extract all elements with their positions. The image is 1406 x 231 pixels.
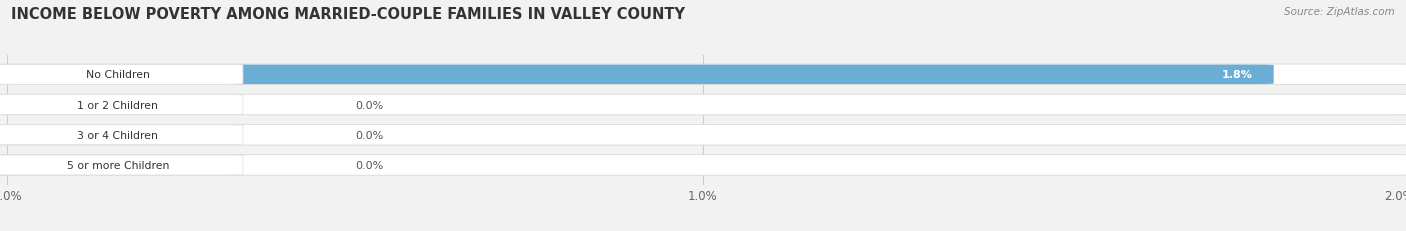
FancyBboxPatch shape (0, 65, 243, 85)
Text: No Children: No Children (86, 70, 149, 80)
FancyBboxPatch shape (0, 155, 1406, 176)
Text: 1.8%: 1.8% (1222, 70, 1253, 80)
FancyBboxPatch shape (0, 95, 1406, 115)
FancyBboxPatch shape (0, 125, 243, 145)
Text: 0.0%: 0.0% (356, 100, 384, 110)
FancyBboxPatch shape (0, 125, 1406, 145)
FancyBboxPatch shape (3, 96, 142, 115)
FancyBboxPatch shape (3, 126, 142, 145)
Text: Source: ZipAtlas.com: Source: ZipAtlas.com (1284, 7, 1395, 17)
FancyBboxPatch shape (0, 65, 1406, 85)
Text: 0.0%: 0.0% (356, 130, 384, 140)
Text: 1 or 2 Children: 1 or 2 Children (77, 100, 157, 110)
FancyBboxPatch shape (0, 95, 243, 115)
FancyBboxPatch shape (0, 65, 1274, 85)
Text: 0.0%: 0.0% (356, 160, 384, 170)
Text: 5 or more Children: 5 or more Children (66, 160, 169, 170)
Text: INCOME BELOW POVERTY AMONG MARRIED-COUPLE FAMILIES IN VALLEY COUNTY: INCOME BELOW POVERTY AMONG MARRIED-COUPL… (11, 7, 685, 22)
Text: 3 or 4 Children: 3 or 4 Children (77, 130, 157, 140)
FancyBboxPatch shape (0, 155, 243, 175)
FancyBboxPatch shape (3, 156, 142, 175)
